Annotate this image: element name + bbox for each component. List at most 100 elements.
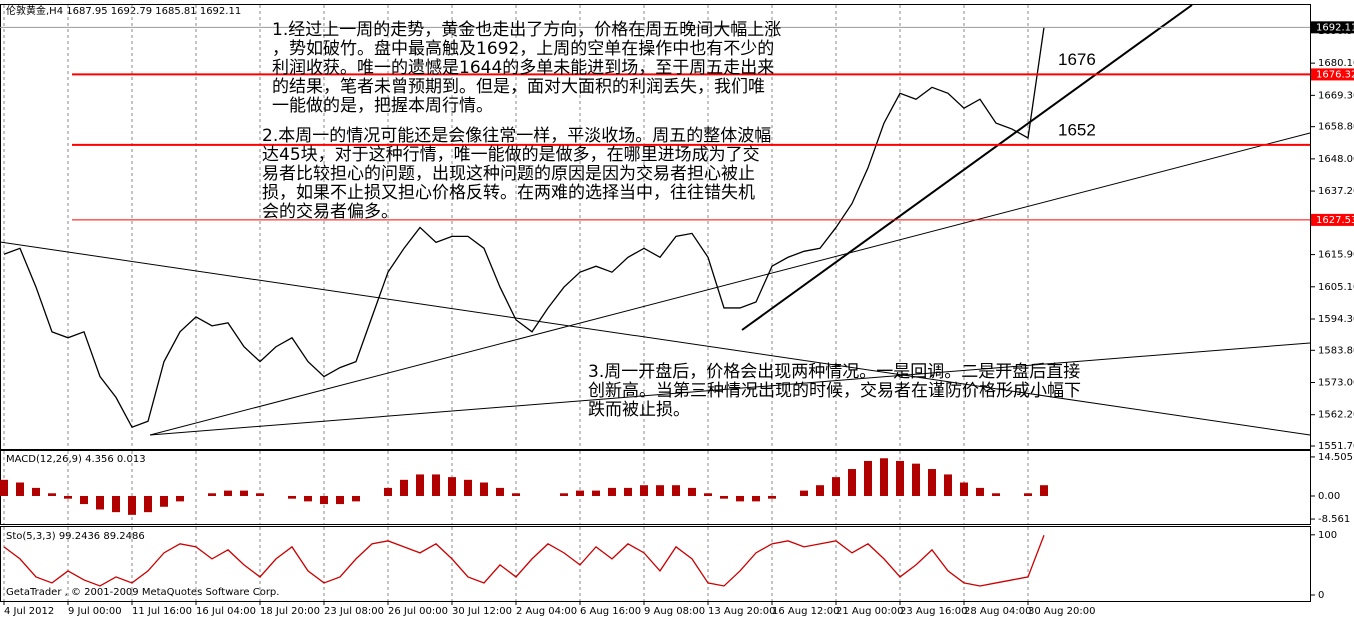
y-tick-label: 14.505 xyxy=(1318,452,1353,463)
x-tick-label: 23 Aug 16:00 xyxy=(900,606,967,617)
x-tick-label: 21 Aug 00:00 xyxy=(836,606,903,617)
histogram-bar xyxy=(608,487,616,496)
histogram-bar xyxy=(480,482,488,496)
macd-panel xyxy=(0,450,1311,525)
histogram-bar xyxy=(48,493,56,496)
x-tick-label: 11 Jul 16:00 xyxy=(132,606,192,617)
y-tick-label: 1594.30 xyxy=(1318,314,1354,325)
histogram-bar xyxy=(704,493,712,496)
trendline xyxy=(149,132,1311,436)
x-tick-label: 30 Jul 12:00 xyxy=(452,606,512,617)
x-tick-label: 13 Aug 20:00 xyxy=(708,606,775,617)
y-tick-label: 1648.00 xyxy=(1318,154,1354,165)
y-tick-label: 1573.00 xyxy=(1318,378,1354,389)
annotation: 1676 xyxy=(1058,50,1096,69)
note-line: 的结果，笔者未曾预期到。但是，面对大面积的利润丢失，我们唯 xyxy=(272,77,765,97)
trendline xyxy=(741,4,1193,331)
note-line: 跌而被止损。 xyxy=(588,400,690,420)
histogram-bar xyxy=(832,477,840,496)
stoch-panel xyxy=(0,526,1311,602)
histogram-bar xyxy=(592,490,600,496)
histogram-bar xyxy=(944,474,952,496)
histogram-bar xyxy=(400,479,408,496)
price-tag-label: 1676.32 xyxy=(1316,69,1354,80)
histogram-bar xyxy=(64,495,72,499)
stoch-title: Sto(5,3,3) 99.2436 89.2486 xyxy=(6,531,145,542)
x-tick-label: 16 Aug 12:00 xyxy=(772,606,839,617)
price-tag xyxy=(1311,68,1354,81)
histogram-bar xyxy=(512,493,520,496)
macd-title: MACD(12,26,9) 4.356 0.013 xyxy=(6,454,146,465)
y-tick-label: -8.561 xyxy=(1318,514,1350,525)
x-tick-label: 18 Jul 20:00 xyxy=(260,606,320,617)
note-line: 损，如果不止损又担心价格反转。在两难的选择当中，往往错失机 xyxy=(262,183,755,203)
y-tick-label: 1583.80 xyxy=(1318,345,1354,356)
note-line: 创新高。当第三种情况出现的时候，交易者在谨防价格形成小幅下 xyxy=(588,381,1081,401)
histogram-bar xyxy=(144,495,152,513)
histogram-bar xyxy=(640,485,648,496)
chart-title: 伦敦黄金,H4 1687.95 1692.79 1685.81 1692.11 xyxy=(6,4,241,17)
note-line: 利润收获。唯一的遗憾是1644的多单未能进到场，至于周五走出来 xyxy=(272,58,774,78)
histogram-bar xyxy=(992,493,1000,496)
y-tick-label: 1669.30 xyxy=(1318,90,1354,101)
note-line: ，势如破竹。盘中最高触及1692，上周的空单在操作中也有不少的 xyxy=(272,39,774,59)
histogram-bar xyxy=(432,474,440,496)
histogram-bar xyxy=(288,495,296,499)
y-tick-label: 1658.80 xyxy=(1318,122,1354,133)
y-tick-label: 1551.70 xyxy=(1318,441,1354,452)
histogram-bar xyxy=(672,485,680,496)
histogram-bar xyxy=(464,479,472,496)
histogram-bar xyxy=(848,469,856,496)
histogram-bar xyxy=(320,495,328,505)
note-line: 会的交易者偏多。 xyxy=(262,202,398,222)
histogram-bar xyxy=(448,477,456,496)
trendlines xyxy=(0,4,1311,436)
x-tick-label: 9 Jul 00:00 xyxy=(68,606,122,617)
histogram-bar xyxy=(176,495,184,502)
histogram-bar xyxy=(496,487,504,496)
histogram-bar xyxy=(80,495,88,505)
histogram-bar xyxy=(16,482,24,496)
histogram-bar xyxy=(912,463,920,496)
x-tick-label: 28 Aug 04:00 xyxy=(964,606,1031,617)
x-tick-label: 9 Aug 08:00 xyxy=(644,606,705,617)
histogram-bar xyxy=(960,482,968,496)
y-tick-label: 0 xyxy=(1318,590,1324,601)
y-tick-label: 1680.10 xyxy=(1318,58,1354,69)
footer: GetaTrader , © 2001-2009 MetaQuotes Soft… xyxy=(6,587,279,598)
histogram-bar xyxy=(656,485,664,496)
histogram-bar xyxy=(128,495,136,515)
x-tick-label: 30 Aug 20:00 xyxy=(1028,606,1095,617)
annotation: 1652 xyxy=(1058,120,1096,139)
histogram-bar xyxy=(720,495,728,499)
note-line: 达45块，对于这种行情，唯一能做的是做多，在哪里进场成为了交 xyxy=(262,145,760,165)
note-line: 3.周一开盘后，价格会出现两种情况。一是回调。二是开盘后直接 xyxy=(588,362,1080,382)
price-line xyxy=(3,535,1045,587)
trendline xyxy=(149,342,1311,436)
histogram-bar xyxy=(384,487,392,496)
histogram-bar xyxy=(576,490,584,496)
histogram-bar xyxy=(208,493,216,496)
y-tick-label: 1562.20 xyxy=(1318,410,1354,421)
histogram-bar xyxy=(240,490,248,496)
histogram-bar xyxy=(112,495,120,513)
x-tick-label: 16 Jul 04:00 xyxy=(196,606,256,617)
note-line: 一能做的是，把握本周行情。 xyxy=(272,96,493,116)
price-line xyxy=(3,27,1045,429)
histogram-bar xyxy=(624,487,632,496)
x-tick-label: 6 Aug 16:00 xyxy=(580,606,641,617)
histogram-bar xyxy=(768,495,776,499)
histogram-bar xyxy=(896,460,904,496)
histogram-bar xyxy=(976,487,984,496)
y-tick-label: 100 xyxy=(1318,530,1337,541)
histogram-bar xyxy=(224,490,232,496)
histogram-bar xyxy=(800,490,808,496)
histogram-bar xyxy=(304,495,312,502)
histogram-bar xyxy=(816,485,824,496)
x-tick-label: 26 Jul 00:00 xyxy=(388,606,448,617)
histogram-bar xyxy=(160,495,168,507)
note-line: 1.经过上一周的走势，黄金也走出了方向，价格在周五晚间大幅上涨 xyxy=(272,20,781,40)
histogram-bar xyxy=(96,495,104,510)
